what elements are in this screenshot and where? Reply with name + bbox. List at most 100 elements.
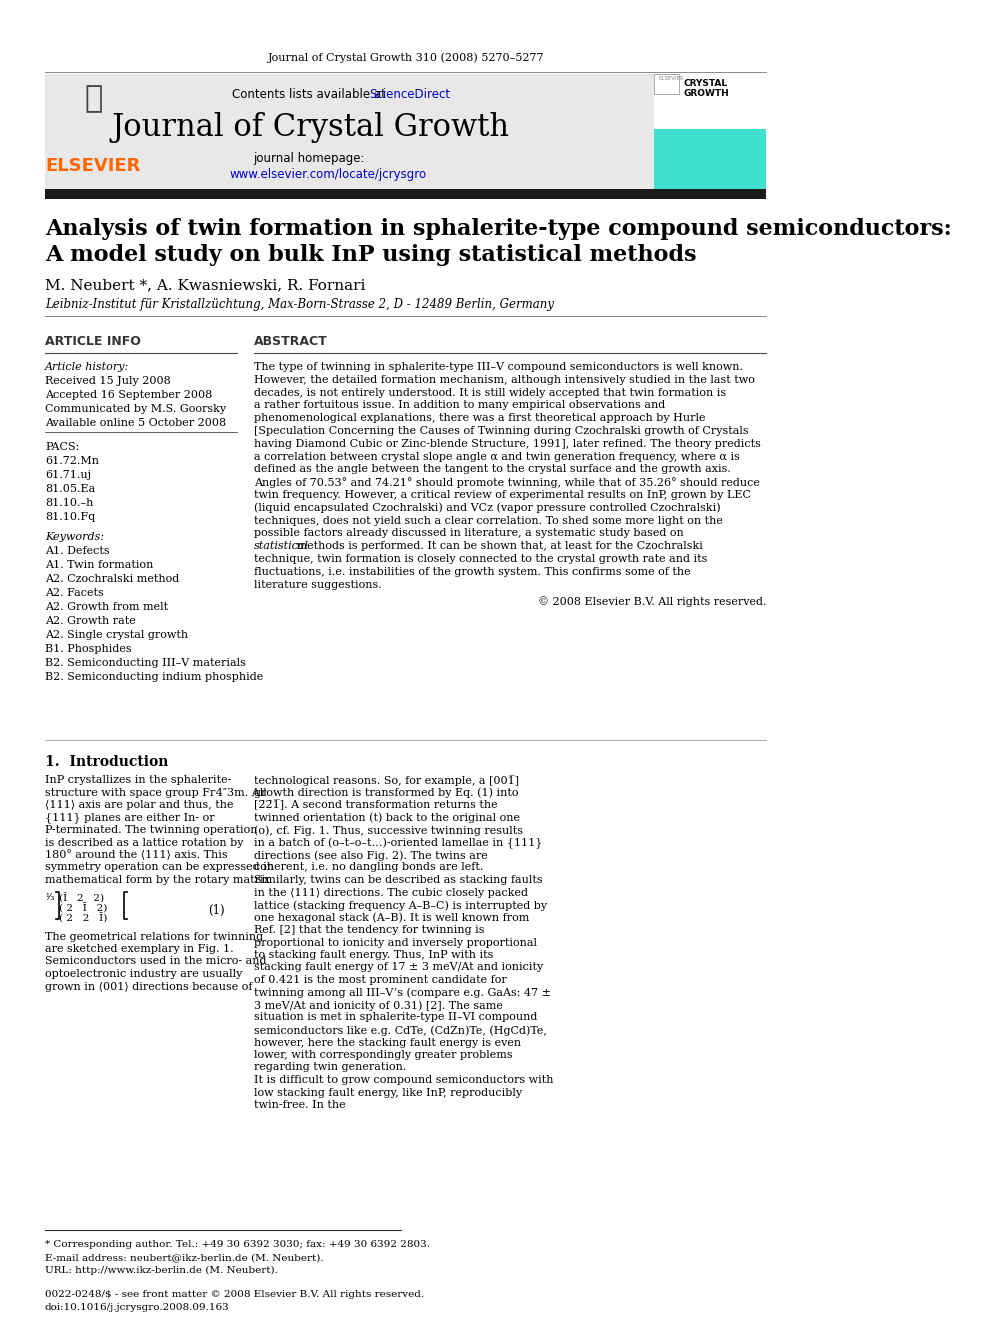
- Bar: [655, 74, 679, 94]
- Text: ¹⁄₃: ¹⁄₃: [45, 893, 55, 902]
- Text: Communicated by M.S. Goorsky: Communicated by M.S. Goorsky: [45, 404, 226, 414]
- Text: A2. Single crystal growth: A2. Single crystal growth: [45, 630, 188, 640]
- Text: possible factors already discussed in literature, a systematic study based on: possible factors already discussed in li…: [254, 528, 683, 538]
- Text: 1.  Introduction: 1. Introduction: [45, 755, 169, 769]
- Text: mathematical form by the rotary matrix: mathematical form by the rotary matrix: [45, 875, 270, 885]
- Text: 81.10.Fq: 81.10.Fq: [45, 512, 95, 523]
- Text: B1. Phosphides: B1. Phosphides: [45, 644, 132, 654]
- Text: However, the detailed formation mechanism, although intensively studied in the l: However, the detailed formation mechanis…: [254, 374, 755, 385]
- Text: ScienceDirect: ScienceDirect: [370, 89, 450, 101]
- Text: grown in ⟨001⟩ directions because of: grown in ⟨001⟩ directions because of: [45, 982, 253, 991]
- Text: A2. Czochralski method: A2. Czochralski method: [45, 574, 180, 583]
- Text: coherent, i.e. no dangling bonds are left.: coherent, i.e. no dangling bonds are lef…: [254, 863, 483, 872]
- Text: situation is met in sphalerite-type II–VI compound: situation is met in sphalerite-type II–V…: [254, 1012, 537, 1023]
- Text: journal homepage:: journal homepage:: [253, 152, 368, 165]
- Text: of 0.421 is the most prominent candidate for: of 0.421 is the most prominent candidate…: [254, 975, 506, 986]
- Text: techniques, does not yield such a clear correlation. To shed some more light on : techniques, does not yield such a clear …: [254, 516, 722, 525]
- Text: 180° around the ⟨111⟩ axis. This: 180° around the ⟨111⟩ axis. This: [45, 849, 227, 861]
- Text: twin frequency. However, a critical review of experimental results on InP, grown: twin frequency. However, a critical revi…: [254, 490, 751, 500]
- Text: © 2008 Elsevier B.V. All rights reserved.: © 2008 Elsevier B.V. All rights reserved…: [538, 597, 767, 607]
- Text: CRYSTAL
GROWTH: CRYSTAL GROWTH: [683, 79, 729, 98]
- Text: is described as a lattice rotation by: is described as a lattice rotation by: [45, 837, 243, 848]
- Text: proportional to ionicity and inversely proportional: proportional to ionicity and inversely p…: [254, 938, 537, 947]
- Text: ELSEVIER: ELSEVIER: [659, 75, 684, 81]
- Text: growth direction is transformed by Eq. (1) into: growth direction is transformed by Eq. (…: [254, 787, 518, 798]
- Text: It is difficult to grow compound semiconductors with: It is difficult to grow compound semicon…: [254, 1076, 554, 1085]
- Text: The geometrical relations for twinning: The geometrical relations for twinning: [45, 931, 263, 942]
- Text: lower, with correspondingly greater problems: lower, with correspondingly greater prob…: [254, 1050, 512, 1060]
- Text: symmetry operation can be expressed in: symmetry operation can be expressed in: [45, 863, 274, 872]
- Text: A2. Facets: A2. Facets: [45, 587, 104, 598]
- Text: Journal of Crystal Growth 310 (2008) 5270–5277: Journal of Crystal Growth 310 (2008) 527…: [268, 52, 544, 62]
- Text: in a batch of (o–t–o–t…)-oriented lamellae in {111}: in a batch of (o–t–o–t…)-oriented lamell…: [254, 837, 542, 849]
- Text: Journal of Crystal Growth: Journal of Crystal Growth: [112, 112, 510, 143]
- Text: Contents lists available at: Contents lists available at: [232, 89, 390, 101]
- Text: doi:10.1016/j.jcrysgro.2008.09.163: doi:10.1016/j.jcrysgro.2008.09.163: [45, 1303, 230, 1312]
- Text: twin-free. In the: twin-free. In the: [254, 1099, 345, 1110]
- Text: M. Neubert *, A. Kwasniewski, R. Fornari: M. Neubert *, A. Kwasniewski, R. Fornari: [45, 278, 365, 292]
- Text: E-mail address: neubert@ikz-berlin.de (M. Neubert).: E-mail address: neubert@ikz-berlin.de (M…: [45, 1253, 323, 1262]
- Text: 61.71.uj: 61.71.uj: [45, 470, 91, 480]
- Text: stacking fault energy of 17 ± 3 meV/At and ionicity: stacking fault energy of 17 ± 3 meV/At a…: [254, 963, 543, 972]
- Text: 0022-0248/$ - see front matter © 2008 Elsevier B.V. All rights reserved.: 0022-0248/$ - see front matter © 2008 El…: [45, 1290, 425, 1299]
- Text: 3 meV/At and ionicity of 0.31) [2]. The same: 3 meV/At and ionicity of 0.31) [2]. The …: [254, 1000, 502, 1011]
- Text: Keywords:: Keywords:: [45, 532, 104, 542]
- Text: ( 2   Ī   2): ( 2 Ī 2): [59, 904, 107, 914]
- Bar: [45, 74, 143, 189]
- Text: www.elsevier.com/locate/jcrysgro: www.elsevier.com/locate/jcrysgro: [229, 168, 427, 181]
- Text: fluctuations, i.e. instabilities of the growth system. This confirms some of the: fluctuations, i.e. instabilities of the …: [254, 566, 690, 577]
- Text: structure with space group Fг4″3m. All: structure with space group Fг4″3m. All: [45, 787, 267, 798]
- Text: (1): (1): [208, 904, 225, 917]
- Text: ELSEVIER: ELSEVIER: [45, 157, 140, 175]
- Text: {111} planes are either In- or: {111} planes are either In- or: [45, 812, 214, 823]
- Text: * Corresponding author. Tel.: +49 30 6392 3030; fax: +49 30 6392 2803.: * Corresponding author. Tel.: +49 30 639…: [45, 1240, 430, 1249]
- Text: regarding twin generation.: regarding twin generation.: [254, 1062, 406, 1073]
- Text: ARTICLE INFO: ARTICLE INFO: [45, 335, 141, 348]
- Text: Available online 5 October 2008: Available online 5 October 2008: [45, 418, 226, 429]
- Text: (Ī   2   2): (Ī 2 2): [59, 893, 104, 904]
- Text: lattice (stacking frequency A–B–C) is interrupted by: lattice (stacking frequency A–B–C) is in…: [254, 900, 547, 910]
- Text: Angles of 70.53° and 74.21° should promote twinning, while that of 35.26° should: Angles of 70.53° and 74.21° should promo…: [254, 478, 760, 488]
- Text: InP crystallizes in the sphalerite-: InP crystallizes in the sphalerite-: [45, 775, 231, 785]
- Text: statistical: statistical: [254, 541, 309, 552]
- Text: to stacking fault energy. Thus, InP with its: to stacking fault energy. Thus, InP with…: [254, 950, 493, 960]
- Text: [Speculation Concerning the Causes of Twinning during Czochralski growth of Crys: [Speculation Concerning the Causes of Tw…: [254, 426, 748, 437]
- Text: having Diamond Cubic or Zinc-blende Structure, 1991], later refined. The theory : having Diamond Cubic or Zinc-blende Stru…: [254, 439, 761, 448]
- Text: methods is performed. It can be shown that, at least for the Czochralski: methods is performed. It can be shown th…: [254, 541, 664, 552]
- Text: literature suggestions.: literature suggestions.: [254, 579, 381, 590]
- Text: defined as the angle between the tangent to the crystal surface and the growth a: defined as the angle between the tangent…: [254, 464, 730, 475]
- Text: however, here the stacking fault energy is even: however, here the stacking fault energy …: [254, 1037, 521, 1048]
- Bar: [655, 130, 767, 189]
- Text: directions (see also Fig. 2). The twins are: directions (see also Fig. 2). The twins …: [254, 849, 487, 860]
- Text: semiconductors like e.g. CdTe, (CdZn)Te, (HgCd)Te,: semiconductors like e.g. CdTe, (CdZn)Te,…: [254, 1025, 547, 1036]
- Text: ⟨111⟩ axis are polar and thus, the: ⟨111⟩ axis are polar and thus, the: [45, 800, 233, 810]
- Text: technological reasons. So, for example, a [001̅]: technological reasons. So, for example, …: [254, 775, 519, 786]
- Text: B2. Semiconducting III–V materials: B2. Semiconducting III–V materials: [45, 658, 246, 668]
- Text: A2. Growth from melt: A2. Growth from melt: [45, 602, 168, 613]
- Bar: [655, 74, 767, 130]
- Text: Analysis of twin formation in sphalerite-type compound semiconductors:: Analysis of twin formation in sphalerite…: [45, 218, 951, 239]
- Text: PACS:: PACS:: [45, 442, 79, 452]
- Text: a correlation between crystal slope angle α and twin generation frequency, where: a correlation between crystal slope angl…: [254, 451, 739, 462]
- Text: B2. Semiconducting indium phosphide: B2. Semiconducting indium phosphide: [45, 672, 263, 681]
- Text: The type of twinning in sphalerite-type III–V compound semiconductors is well kn: The type of twinning in sphalerite-type …: [254, 363, 743, 372]
- Bar: [45, 189, 767, 198]
- Text: Semiconductors used in the micro- and: Semiconductors used in the micro- and: [45, 957, 267, 967]
- Text: P-terminated. The twinning operation: P-terminated. The twinning operation: [45, 826, 258, 835]
- Text: phenomenological explanations, there was a first theoretical approach by Hurle: phenomenological explanations, there was…: [254, 413, 705, 423]
- Text: twinned orientation (t) back to the original one: twinned orientation (t) back to the orig…: [254, 812, 520, 823]
- Text: A1. Twin formation: A1. Twin formation: [45, 560, 154, 570]
- Text: 81.10.–h: 81.10.–h: [45, 497, 93, 508]
- Text: 81.05.Ea: 81.05.Ea: [45, 484, 95, 493]
- Text: Article history:: Article history:: [45, 363, 129, 372]
- Text: ABSTRACT: ABSTRACT: [254, 335, 327, 348]
- Text: Accepted 16 September 2008: Accepted 16 September 2008: [45, 390, 212, 400]
- Text: Leibniz-Institut für Kristallzüchtung, Max-Born-Strasse 2, D - 12489 Berlin, Ger: Leibniz-Institut für Kristallzüchtung, M…: [45, 298, 554, 311]
- Text: A model study on bulk InP using statistical methods: A model study on bulk InP using statisti…: [45, 243, 696, 266]
- Text: A1. Defects: A1. Defects: [45, 546, 109, 556]
- Text: decades, is not entirely understood. It is still widely accepted that twin forma: decades, is not entirely understood. It …: [254, 388, 726, 398]
- Bar: [45, 74, 655, 189]
- Text: 61.72.Mn: 61.72.Mn: [45, 456, 99, 466]
- Text: a rather fortuitous issue. In addition to many empirical observations and: a rather fortuitous issue. In addition t…: [254, 401, 665, 410]
- Text: are sketched exemplary in Fig. 1.: are sketched exemplary in Fig. 1.: [45, 945, 233, 954]
